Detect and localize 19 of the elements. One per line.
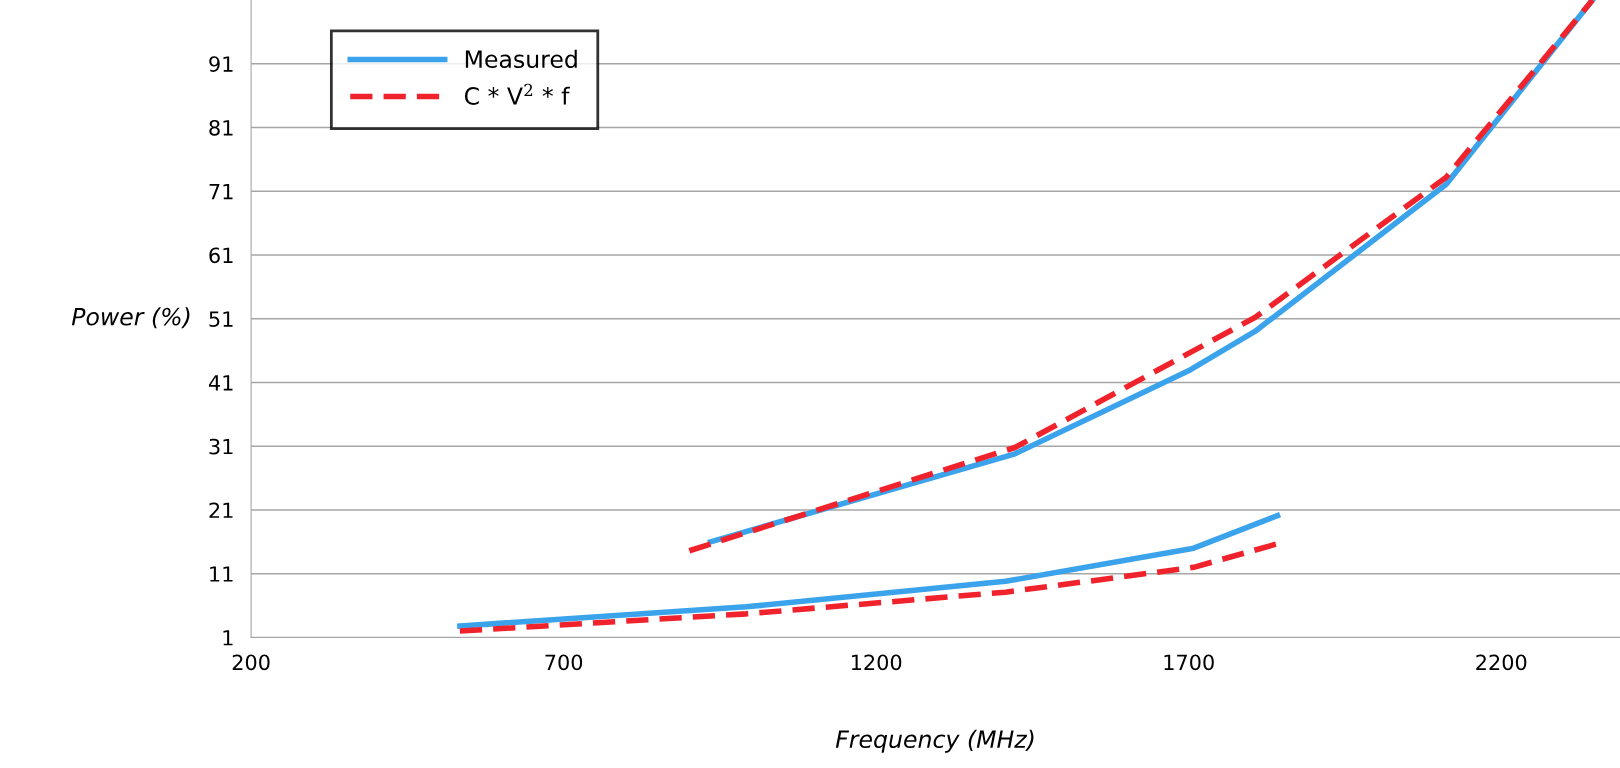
y-axis-title: Power (%) [71, 307, 190, 329]
x-tick-label: 1700 [1164, 654, 1214, 671]
y-tick-label: 21 [209, 502, 233, 518]
y-tick-label: 71 [209, 183, 233, 200]
x-tick-label: 1200 [851, 654, 902, 671]
x-tick-label: 200 [232, 654, 270, 671]
legend-label: Measured [465, 49, 577, 69]
y-tick-label: 31 [209, 438, 233, 455]
y-tick-label: 61 [209, 247, 233, 264]
y-tick-label: 51 [209, 311, 233, 327]
y-tick-label: 81 [209, 119, 233, 136]
x-tick-label: 700 [545, 654, 583, 671]
y-tick-label: 91 [209, 56, 233, 72]
y-tick-label: 1 [223, 630, 233, 646]
legend-label: C * V$^{2}$ * f [464, 83, 570, 105]
y-tick-label: 11 [210, 566, 233, 582]
x-axis-title: Frequency (MHz) [835, 729, 1034, 753]
y-tick-label: 41 [208, 375, 233, 391]
x-tick-label: 2200 [1476, 654, 1527, 671]
